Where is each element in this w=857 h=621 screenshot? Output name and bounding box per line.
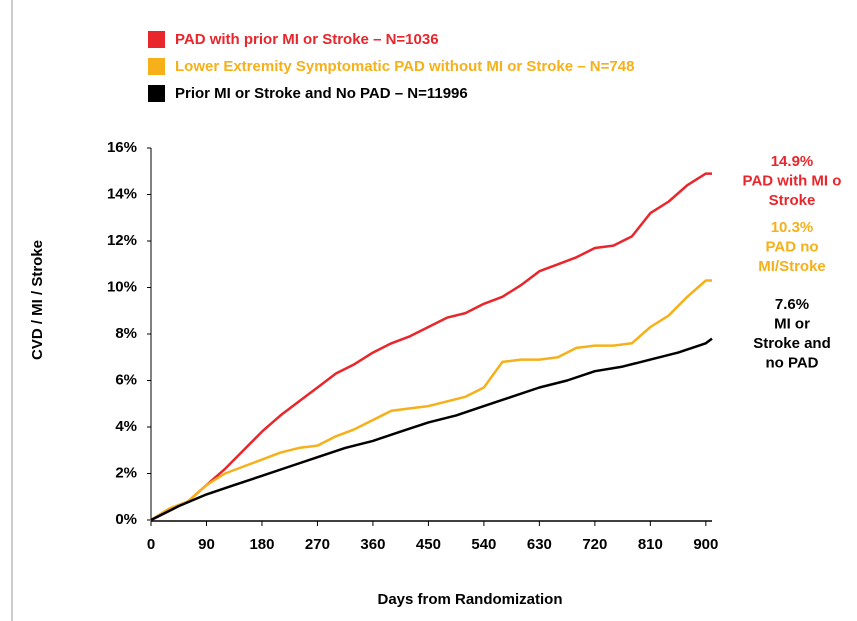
series-line [150, 337, 713, 522]
annotation: PAD no [765, 238, 818, 255]
y-tick-label: 4% [115, 418, 137, 435]
annotation: MI/Stroke [758, 258, 826, 275]
legend-label: Prior MI or Stroke and No PAD – N=11996 [175, 85, 468, 102]
annotation: PAD with MI o [743, 172, 842, 189]
annotation: Stroke [769, 192, 816, 209]
x-tick-label: 0 [147, 536, 155, 553]
y-tick-label: 8% [115, 325, 137, 342]
y-tick-label: 12% [107, 232, 137, 249]
legend-swatch [148, 31, 165, 48]
y-tick-label: 2% [115, 464, 137, 481]
y-tick-label: 6% [115, 371, 137, 388]
annotation: 14.9% [771, 153, 814, 170]
x-axis-label: Days from Randomization [377, 591, 562, 608]
legend-label: PAD with prior MI or Stroke – N=1036 [175, 31, 439, 48]
x-tick-label: 900 [693, 536, 718, 553]
y-tick-label: 16% [107, 139, 137, 156]
series-line [150, 172, 712, 522]
series-line [150, 279, 712, 522]
x-tick-label: 270 [305, 536, 330, 553]
y-axis-label: CVD / MI / Stroke [29, 240, 46, 360]
y-tick-label: 14% [107, 185, 137, 202]
annotation: 10.3% [771, 219, 814, 236]
y-tick-label: 0% [115, 511, 137, 528]
x-tick-label: 180 [249, 536, 274, 553]
annotation: MI or [774, 315, 810, 332]
x-tick-label: 450 [416, 536, 441, 553]
legend-swatch [148, 58, 165, 75]
x-tick-label: 630 [527, 536, 552, 553]
x-tick-label: 540 [471, 536, 496, 553]
annotation: 7.6% [775, 296, 809, 313]
x-tick-label: 360 [360, 536, 385, 553]
annotation: no PAD [765, 354, 818, 371]
annotation: Stroke and [753, 335, 831, 352]
x-tick-label: 810 [638, 536, 663, 553]
y-tick-label: 10% [107, 278, 137, 295]
legend-label: Lower Extremity Symptomatic PAD without … [175, 58, 634, 75]
legend-swatch [148, 85, 165, 102]
x-tick-label: 720 [582, 536, 607, 553]
x-tick-label: 90 [198, 536, 215, 553]
